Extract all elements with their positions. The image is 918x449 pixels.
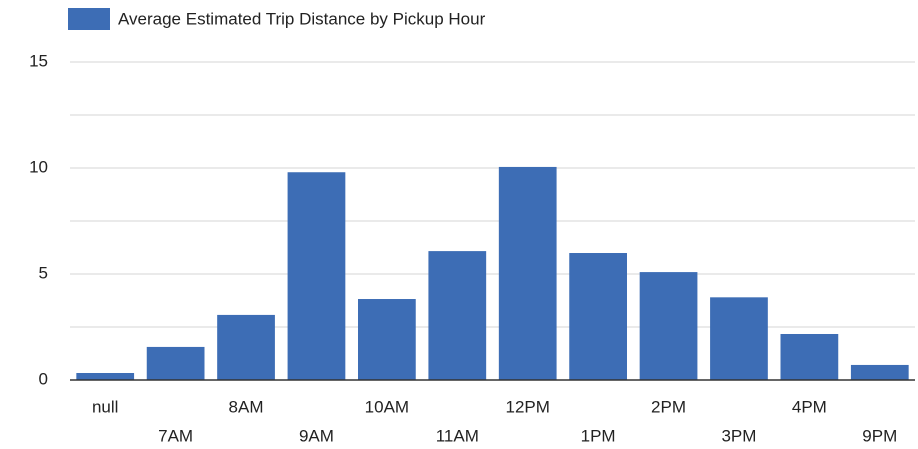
bar xyxy=(76,373,135,380)
x-tick-label: 7AM xyxy=(158,426,193,445)
y-tick-label: 10 xyxy=(29,157,48,176)
bar xyxy=(287,172,346,380)
x-tick-label: 10AM xyxy=(365,397,409,416)
x-tick-label: 9PM xyxy=(862,426,897,445)
bar xyxy=(710,297,768,380)
bar xyxy=(358,299,416,380)
y-tick-label: 0 xyxy=(39,369,48,388)
x-tick-label: 9AM xyxy=(299,426,334,445)
x-tick-label: 8AM xyxy=(229,397,264,416)
legend-swatch xyxy=(68,8,110,30)
bar xyxy=(217,314,275,380)
bar xyxy=(780,333,839,380)
x-tick-label: 3PM xyxy=(721,426,756,445)
bar xyxy=(498,166,557,380)
x-tick-label: null xyxy=(92,397,118,416)
y-tick-label: 5 xyxy=(39,263,48,282)
bar xyxy=(639,272,698,380)
x-tick-label: 4PM xyxy=(792,397,827,416)
x-tick-label: 12PM xyxy=(505,397,549,416)
x-tick-label: 11AM xyxy=(436,426,479,445)
bar xyxy=(569,253,627,380)
y-tick-label: 15 xyxy=(29,51,48,70)
legend: Average Estimated Trip Distance by Picku… xyxy=(68,8,486,30)
x-tick-label: 1PM xyxy=(581,426,616,445)
bar xyxy=(428,251,487,380)
x-tick-label: 2PM xyxy=(651,397,686,416)
legend-label: Average Estimated Trip Distance by Picku… xyxy=(118,9,486,28)
bar xyxy=(146,346,205,380)
bar xyxy=(850,364,909,380)
